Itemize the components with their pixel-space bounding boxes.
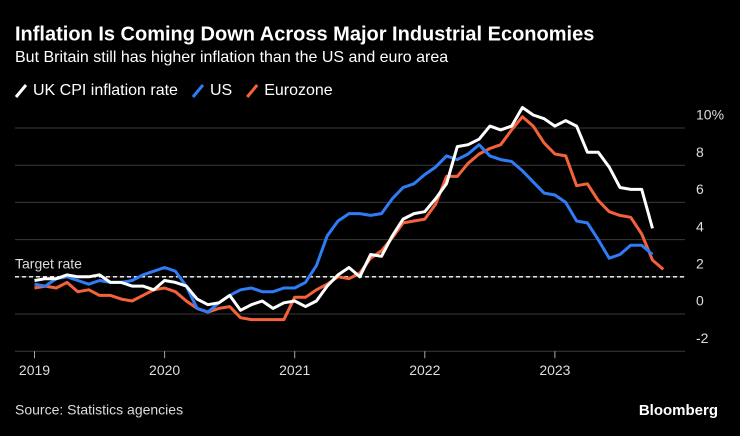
legend-swatch <box>246 84 259 98</box>
x-tick-label: 2023 <box>539 362 570 378</box>
y-tick-label: 8 <box>696 144 704 160</box>
legend-swatch <box>14 84 28 98</box>
target-label: Target rate <box>15 256 82 272</box>
series-line <box>34 143 654 314</box>
series-line <box>34 115 665 322</box>
source-note: Source: Statistics agencies <box>15 402 183 418</box>
series-line <box>34 106 654 312</box>
y-tick-label: -2 <box>696 330 709 346</box>
legend-label: UK CPI inflation rate <box>33 82 178 99</box>
y-tick-label: 4 <box>696 218 704 234</box>
x-tick-label: 2022 <box>409 362 440 378</box>
y-tick-label: 0 <box>696 293 704 309</box>
legend-swatch <box>191 84 205 98</box>
brand: Bloomberg <box>639 402 718 419</box>
x-tick-label: 2019 <box>19 362 50 378</box>
chart-title: Inflation Is Coming Down Across Major In… <box>15 23 594 45</box>
y-tick-label: 6 <box>696 181 704 197</box>
legend-label: Eurozone <box>264 82 333 99</box>
x-tick-label: 2020 <box>149 362 180 378</box>
chart-subtitle: But Britain still has higher inflation t… <box>15 49 448 66</box>
y-tick-label: 10% <box>696 107 724 123</box>
legend-label: US <box>210 82 232 99</box>
x-tick-label: 2021 <box>279 362 310 378</box>
y-tick-label: 2 <box>696 256 704 272</box>
